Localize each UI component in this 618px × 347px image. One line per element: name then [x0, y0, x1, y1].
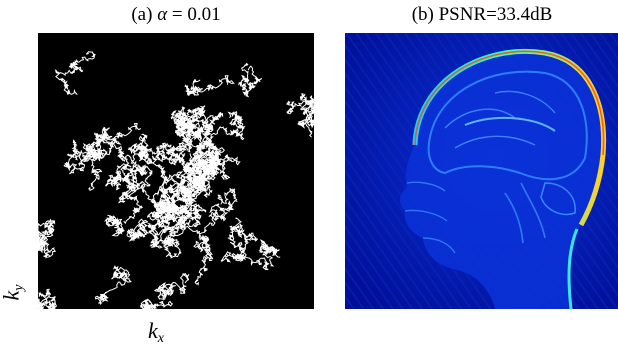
panel-a-caption: (a) α = 0.01: [38, 4, 314, 26]
trajectory-path: [194, 154, 216, 182]
face-structures: [404, 181, 456, 254]
trajectory-path: [94, 265, 132, 305]
trajectory-path: [38, 288, 58, 309]
trajectory-path: [209, 187, 238, 222]
sampling-pattern-panel: [38, 33, 314, 309]
random-walk-trajectories: [38, 51, 314, 309]
trajectory-path: [140, 298, 174, 309]
panel-a-caption-prefix: (a): [131, 4, 153, 25]
trajectory-path: [147, 220, 168, 249]
trajectory-path: [153, 272, 190, 301]
trajectory-path: [184, 75, 235, 96]
trajectory-path: [286, 93, 314, 138]
corpus-callosum: [464, 116, 556, 132]
trajectory-path: [130, 165, 200, 213]
trajectory-path: [38, 219, 56, 247]
trajectory-path: [118, 183, 143, 225]
head-silhouette: [399, 49, 604, 309]
trajectory-path: [258, 239, 281, 267]
trajectory-path: [128, 133, 193, 166]
trajectory-path: [183, 140, 241, 185]
trajectory-path: [193, 233, 214, 286]
trajectory-path: [150, 165, 220, 215]
neck-edge: [567, 228, 579, 309]
mri-head-error-map: [345, 33, 618, 309]
trajectory-path: [71, 122, 142, 163]
trajectory-path: [227, 217, 270, 271]
skull-peak-error: [414, 50, 605, 156]
trajectory-path: [146, 199, 207, 231]
x-axis-subscript: x: [157, 331, 164, 346]
trajectory-path: [203, 146, 231, 181]
trajectory-path: [55, 51, 97, 96]
trajectory-path: [170, 110, 224, 146]
brainstem: [504, 182, 546, 244]
trajectory-path: [151, 115, 206, 201]
alpha-symbol: α: [157, 4, 168, 25]
panel-b-caption: (b) PSNR=33.4dB: [411, 4, 553, 25]
x-axis-label: kx: [148, 318, 164, 346]
trajectory-path: [126, 218, 150, 242]
y-axis-label: ky: [0, 284, 27, 301]
brain-contour: [427, 70, 588, 181]
reconstruction-error-panel: [345, 33, 618, 309]
trajectory-path: [103, 214, 125, 237]
trajectory-path: [38, 230, 57, 259]
panel-a-caption-equals: =: [167, 4, 188, 25]
trajectory-path: [238, 62, 263, 98]
trajectory-path: [105, 151, 153, 192]
alpha-value: 0.01: [187, 4, 221, 25]
brain-folds: [444, 90, 556, 149]
cerebellum: [540, 182, 576, 216]
y-axis-subscript: y: [11, 284, 27, 291]
trajectory-path: [220, 232, 259, 263]
trajectory-path: [88, 137, 127, 192]
